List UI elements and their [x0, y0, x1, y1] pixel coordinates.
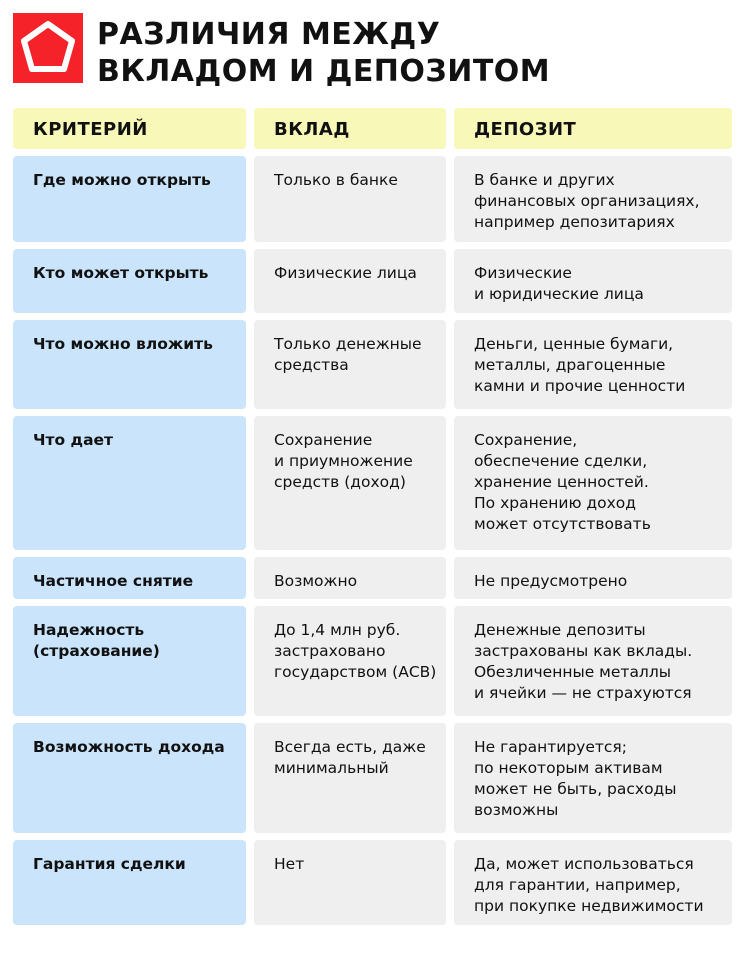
criterion-cell: Кто может открыть	[13, 249, 246, 313]
cell-text-line: Надежность	[33, 621, 145, 639]
cell-text-line: По хранению доход	[474, 494, 637, 512]
cell-text-line: Сохранение,	[474, 431, 578, 449]
deposit-cell: Денежные депозиты застрахованы как вклады…	[454, 606, 732, 716]
cell-text-line: возможны	[474, 801, 559, 819]
pentagon-icon	[21, 21, 75, 72]
cell-text-line: средств (доход)	[274, 473, 406, 491]
cell-text-line: застраховано	[274, 642, 386, 660]
vklad-cell: Только в банке	[254, 156, 446, 242]
page-title: РАЗЛИЧИЯ МЕЖДУ ВКЛАДОМ И ДЕПОЗИТОМ	[97, 17, 551, 89]
vklad-cell: Возможно	[254, 557, 446, 599]
criterion-cell: Что дает	[13, 416, 246, 550]
deposit-cell: Сохранение, обеспечение сделки, хранение ц…	[454, 416, 732, 550]
cell-text-line: В банке и других	[474, 171, 615, 189]
cell-text-line: Сохранение	[274, 431, 373, 449]
cell-text-line: Возможность дохода	[33, 738, 225, 756]
vklad-cell: Нет	[254, 840, 446, 925]
vklad-cell: Сохранение и приумножение средств (доход)	[254, 416, 446, 550]
cell-text-line: Физические	[474, 264, 572, 282]
cell-text-line: Только денежные	[274, 335, 422, 353]
criterion-cell: Надежность (страхование)	[13, 606, 246, 716]
cell-text-line: государством (АСВ)	[274, 663, 437, 681]
cell-text-line: по некоторым активам	[474, 759, 663, 777]
criterion-cell: Где можно открыть	[13, 156, 246, 242]
deposit-cell: Физические и юридические лица	[454, 249, 732, 313]
cell-text-line: Да, может использоваться	[474, 855, 694, 873]
cell-text-line: До 1,4 млн руб.	[274, 621, 401, 639]
cell-text-line: может не быть, расходы	[474, 780, 677, 798]
criterion-cell: Частичное снятие	[13, 557, 246, 599]
cell-text-line: Только в банке	[274, 171, 398, 189]
deposit-cell: Не предусмотрено	[454, 557, 732, 599]
criterion-cell: Возможность дохода	[13, 723, 246, 833]
cell-text-line: хранение ценностей.	[474, 473, 649, 491]
deposit-cell: В банке и других финансовых организациях,…	[454, 156, 732, 242]
deposit-cell: Да, может использоваться для гарантии, на…	[454, 840, 732, 925]
criterion-cell: Что можно вложить	[13, 320, 246, 409]
cell-text-line: Возможно	[274, 572, 358, 590]
cell-text-line: Частичное снятие	[33, 572, 194, 590]
deposit-cell: Не гарантируется; по некоторым активам мож…	[454, 723, 732, 833]
cell-text-line: может отсутствовать	[474, 515, 651, 533]
header-criterion: КРИТЕРИЙ	[13, 108, 246, 149]
cell-text-line: камни и прочие ценности	[474, 377, 686, 395]
cell-text-line: например депозитариях	[474, 213, 675, 231]
cell-text-line: Деньги, ценные бумаги,	[474, 335, 674, 353]
cell-text-line: и юридические лица	[474, 285, 644, 303]
cell-text-line: и ячейки — не страхуются	[474, 684, 692, 702]
cell-text-line: Кто может открыть	[33, 264, 209, 282]
vklad-cell: Всегда есть, даже минимальный	[254, 723, 446, 833]
cell-text-line: Не гарантируется;	[474, 738, 627, 756]
logo	[13, 13, 83, 83]
vklad-cell: До 1,4 млн руб. застраховано государством …	[254, 606, 446, 716]
vklad-cell: Физические лица	[254, 249, 446, 313]
cell-text-line: Физические лица	[274, 264, 417, 282]
cell-text-line: и приумножение	[274, 452, 413, 470]
cell-text-line: средства	[274, 356, 349, 374]
cell-text-line: Всегда есть, даже	[274, 738, 426, 756]
deposit-cell: Деньги, ценные бумаги, металлы, драгоценн…	[454, 320, 732, 409]
cell-text-line: Обезличенные металлы	[474, 663, 671, 681]
vklad-cell: Только денежные средства	[254, 320, 446, 409]
cell-text-line: Что можно вложить	[33, 335, 213, 353]
cell-text-line: Что дает	[33, 431, 114, 449]
cell-text-line: финансовых организациях,	[474, 192, 700, 210]
cell-text-line: для гарантии, например,	[474, 876, 681, 894]
header-vklad: ВКЛАД	[254, 108, 446, 149]
cell-text-line: застрахованы как вклады.	[474, 642, 693, 660]
cell-text-line: Нет	[274, 855, 305, 873]
cell-text-line: Денежные депозиты	[474, 621, 646, 639]
cell-text-line: Не предусмотрено	[474, 572, 628, 590]
comparison-table: КРИТЕРИЙ ВКЛАД ДЕПОЗИТ Где можно открыть…	[13, 108, 738, 925]
cell-text-line: (страхование)	[33, 642, 160, 660]
cell-text-line: металлы, драгоценные	[474, 356, 666, 374]
cell-text-line: обеспечение сделки,	[474, 452, 648, 470]
cell-text-line: минимальный	[274, 759, 389, 777]
criterion-cell: Гарантия сделки	[13, 840, 246, 925]
cell-text-line: Где можно открыть	[33, 171, 211, 189]
cell-text-line: Гарантия сделки	[33, 855, 186, 873]
cell-text-line: при покупке недвижимости	[474, 897, 704, 915]
header-deposit: ДЕПОЗИТ	[454, 108, 732, 149]
